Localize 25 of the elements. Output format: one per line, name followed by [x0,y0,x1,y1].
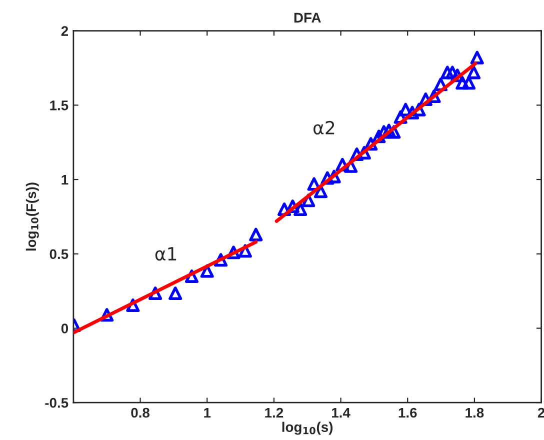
y-tick-label: -0.5 [45,398,68,408]
y-tick-label: 1.5 [50,100,68,110]
x-tick-label: 0.8 [131,408,150,418]
point [440,66,454,80]
x-axis-title: log$_{10}$(s) [282,422,333,435]
point [249,228,263,242]
chart-title: DFA [294,12,321,22]
x-tick-label: 1.4 [332,408,350,418]
annotation: α2 [314,120,334,135]
y-axis-title: log$_{10}$(F(s)) [26,182,39,251]
x-tick-label: 1.6 [398,408,417,418]
x-tick-label: 1 [204,408,211,418]
point [456,76,470,90]
point [470,50,484,64]
x-tick-label: 1.2 [265,408,284,418]
y-tick-label: 2 [61,26,68,36]
y-tick-label: 0.5 [50,249,68,260]
point [168,286,182,300]
y-tick-label: 1 [62,174,68,185]
point [467,66,481,80]
point [294,202,308,216]
x-tick-label: 1.8 [466,408,484,418]
y-tick-label: 0 [61,324,68,334]
point [462,76,476,90]
annotation: α1 [155,247,176,261]
